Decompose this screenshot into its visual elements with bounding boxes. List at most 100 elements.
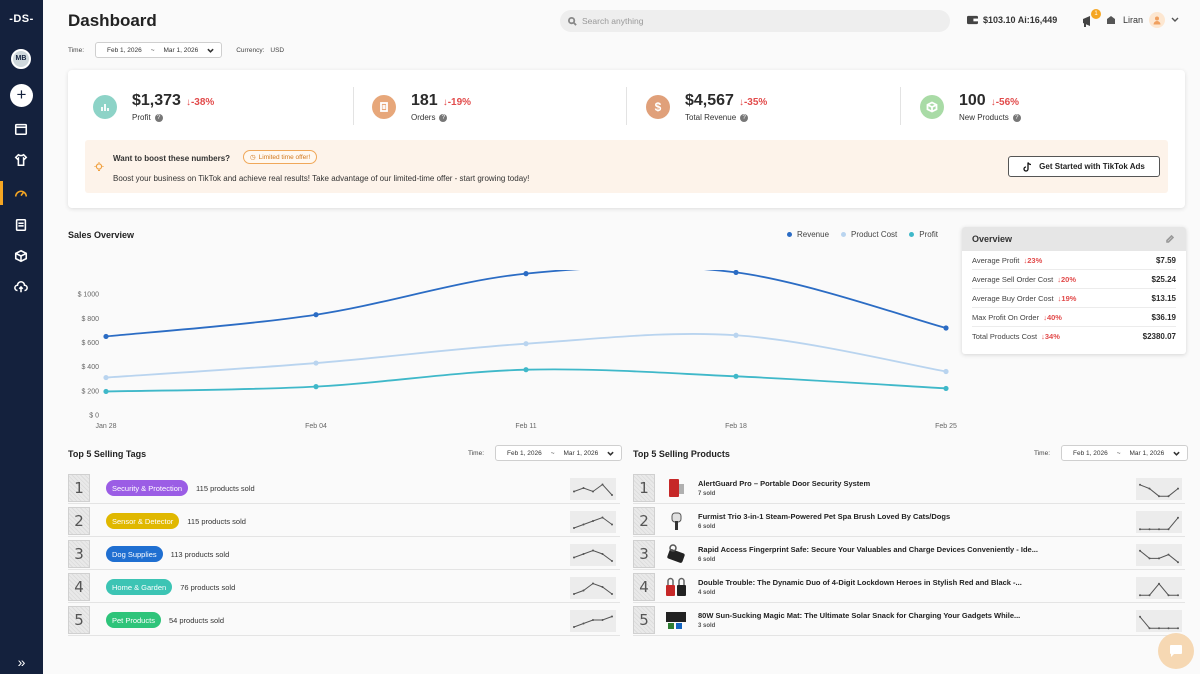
sold-count: 115 products sold [187, 516, 246, 526]
tag-row[interactable]: 2 Sensor & Detector 115 products sold [68, 506, 620, 537]
product-row[interactable]: 1 AlertGuard Pro – Portable Door Securit… [633, 473, 1185, 504]
rank-number: 1 [68, 474, 90, 502]
data-point[interactable] [733, 270, 739, 276]
divider [353, 87, 354, 125]
data-point[interactable] [733, 373, 739, 379]
search-bar[interactable] [560, 10, 950, 32]
balance-text: $103.10 Ai:16,449 [983, 14, 1058, 25]
receipt-icon [372, 95, 396, 119]
tag-row[interactable]: 5 Pet Products 54 products sold [68, 605, 620, 636]
kpi-label: New Products [959, 113, 1009, 122]
balance-display[interactable]: $103.10 Ai:16,449 [966, 14, 1057, 25]
product-row[interactable]: 4 Double Trouble: The Dynamic Duo of 4-D… [633, 572, 1185, 603]
user-menu[interactable]: Liran [1105, 12, 1179, 28]
tag-pill[interactable]: Security & Protection [106, 480, 189, 496]
tag-row[interactable]: 3 Dog Supplies 113 products sold [68, 539, 620, 570]
data-point[interactable] [943, 385, 949, 392]
app-logo[interactable]: -DS- [9, 13, 34, 25]
help-icon[interactable]: ? [1012, 113, 1021, 122]
store-avatar[interactable]: MB [11, 49, 31, 69]
data-point[interactable] [733, 332, 739, 338]
product-name[interactable]: 80W Sun-Sucking Magic Mat: The Ultimate … [698, 611, 1021, 620]
tag-row[interactable]: 4 Home & Garden 76 products sold [68, 572, 620, 603]
help-icon[interactable]: ? [439, 113, 448, 122]
data-point[interactable] [103, 388, 109, 395]
product-row[interactable]: 3 Rapid Access Fingerprint Safe: Secure … [633, 539, 1185, 570]
gauge-icon[interactable] [11, 183, 31, 203]
kpi-change: ↓-19% [442, 97, 472, 108]
cloud-upload-icon[interactable] [11, 277, 31, 297]
time-label: Time: [1034, 449, 1051, 457]
product-row[interactable]: 5 80W Sun-Sucking Magic Mat: The Ultimat… [633, 605, 1185, 636]
expand-sidebar-button[interactable]: » [17, 654, 26, 670]
store-icon[interactable] [11, 119, 31, 139]
search-input[interactable] [582, 16, 922, 26]
document-icon[interactable] [11, 215, 31, 235]
product-row[interactable]: 2 Furmist Trio 3-in-1 Steam-Powered Pet … [633, 506, 1185, 537]
sparkline [1136, 577, 1182, 599]
x-tick-label: Feb 25 [935, 423, 957, 430]
data-point[interactable] [943, 368, 949, 375]
data-point[interactable] [313, 384, 319, 390]
y-tick-label: $ 800 [81, 316, 99, 323]
tag-pill[interactable]: Pet Products [106, 612, 161, 628]
kpi-label: Orders [411, 113, 436, 122]
legend-revenue[interactable]: Revenue [787, 230, 829, 239]
tag-pill[interactable]: Sensor & Detector [106, 513, 180, 529]
megaphone-icon[interactable] [1080, 12, 1098, 30]
divider [626, 87, 627, 125]
tag-pill[interactable]: Home & Garden [106, 579, 173, 595]
product-sold: 6 sold [698, 557, 716, 563]
tshirt-icon[interactable] [11, 150, 31, 170]
divider [900, 87, 901, 125]
products-time-filter: Time: Feb 1, 2026 ~ Mar 1, 2026 [1034, 445, 1189, 461]
page-title: Dashboard [68, 11, 157, 30]
fingerprint-safe-icon [663, 541, 689, 567]
data-point[interactable] [523, 271, 529, 277]
product-name[interactable]: Rapid Access Fingerprint Safe: Secure Yo… [698, 545, 1038, 554]
data-point[interactable] [103, 333, 109, 340]
date-range-picker[interactable]: Feb 1, 2026 ~ Mar 1, 2026 [95, 42, 223, 58]
tiktok-ads-label: Get Started with TikTok Ads [1039, 162, 1145, 171]
data-point[interactable] [313, 312, 319, 318]
rank-number: 2 [633, 507, 655, 535]
product-name[interactable]: Double Trouble: The Dynamic Duo of 4-Dig… [698, 578, 1022, 587]
active-indicator [0, 181, 3, 205]
product-sold: 6 sold [698, 524, 716, 530]
rank-number: 3 [633, 540, 655, 568]
sales-line-chart: $ 0 $ 200 $ 400 $ 600 $ 800 $ 1000 Jan 28 Feb 0… [78, 270, 957, 430]
product-name[interactable]: Furmist Trio 3-in-1 Steam-Powered Pet Sp… [698, 512, 951, 521]
sold-count: 54 products sold [168, 615, 224, 625]
kpi-value: 100 [959, 92, 986, 109]
chat-button[interactable] [1158, 633, 1194, 669]
tag-pill[interactable]: Dog Supplies [106, 546, 163, 562]
help-icon[interactable]: ? [154, 113, 163, 122]
help-icon[interactable]: ? [740, 113, 749, 122]
tiktok-ads-button[interactable]: Get Started with TikTok Ads [1008, 156, 1160, 177]
data-point[interactable] [313, 360, 319, 366]
edit-icon[interactable] [1166, 235, 1174, 243]
sold-count: 113 products sold [170, 549, 230, 559]
overview-row: Max Profit On Order ↓40% $36.19 [972, 308, 1176, 327]
x-tick-label: Feb 04 [305, 423, 327, 430]
data-point[interactable] [103, 374, 109, 381]
legend-profit[interactable]: Profit [909, 230, 938, 239]
box-icon[interactable] [11, 246, 31, 266]
sparkline [570, 577, 616, 599]
lightbulb-icon [94, 162, 104, 171]
box-icon [920, 95, 944, 119]
data-point[interactable] [523, 341, 529, 347]
add-button[interactable]: + [10, 84, 33, 107]
date-range-picker[interactable]: Feb 1, 2026 ~ Mar 1, 2026 [495, 445, 623, 461]
date-from: Feb 1, 2026 [1073, 449, 1108, 457]
tag-row[interactable]: 1 Security & Protection 115 products sol… [68, 473, 620, 504]
legend-product-cost[interactable]: Product Cost [841, 230, 897, 239]
user-avatar [1149, 12, 1166, 28]
data-point[interactable] [523, 367, 529, 373]
data-point[interactable] [943, 325, 949, 331]
product-name[interactable]: AlertGuard Pro – Portable Door Security … [698, 479, 871, 488]
dollar-icon: $ [646, 95, 670, 119]
date-range-picker[interactable]: Feb 1, 2026 ~ Mar 1, 2026 [1061, 445, 1189, 461]
kpi-profit: $1,373 ↓-38% Profit? [93, 87, 214, 127]
currency-value[interactable]: USD [270, 46, 285, 54]
